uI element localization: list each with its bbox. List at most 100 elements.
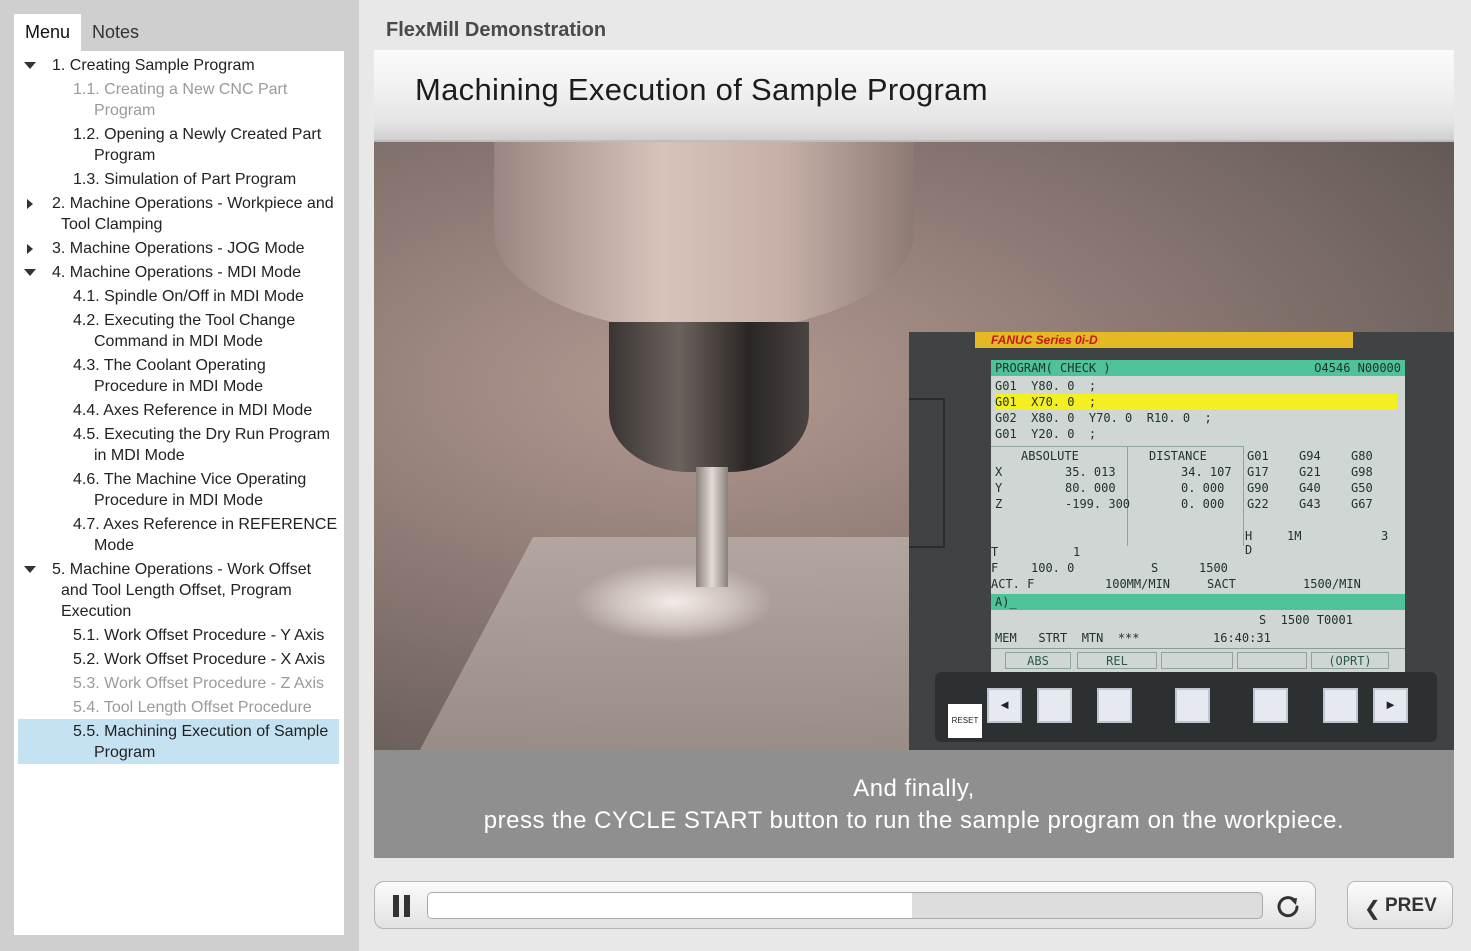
cnc-position-divider: [1127, 446, 1128, 546]
pause-icon-bar-left: [393, 895, 399, 917]
menu-item-label: 1.2. Opening a Newly Created Part Progra…: [73, 126, 322, 164]
menu-item[interactable]: 4.4. Axes Reference in MDI Mode: [14, 398, 344, 422]
slide: Machining Execution of Sample Program FA…: [374, 50, 1454, 858]
cnc-program-line: G02 X80. 0 Y70. 0 R10. 0 ;: [995, 411, 1212, 425]
chevron-left-icon: ❮: [1364, 898, 1381, 920]
cnc-d-label: D: [1245, 543, 1253, 557]
cnc-h-label: H: [1245, 529, 1253, 543]
sidebar: Menu Notes 1. Creating Sample Program 1.1…: [0, 0, 359, 951]
cnc-brand-label: FANUC Series 0i-D: [975, 332, 1353, 348]
tab-notes[interactable]: Notes: [92, 22, 140, 42]
softkey-right-arrow[interactable]: ►: [1373, 688, 1408, 723]
menu-item[interactable]: 4.2. Executing the Tool Change Command i…: [14, 308, 344, 353]
cnc-softkey-label: [1161, 652, 1233, 669]
cnc-gcode: G21: [1299, 465, 1321, 479]
end-mill-tool: [696, 467, 728, 587]
menu-item[interactable]: 4. Machine Operations - MDI Mode: [14, 260, 344, 284]
replay-icon[interactable]: [1275, 893, 1301, 919]
cnc-dist-value: 0. 000: [1181, 497, 1225, 511]
cnc-position-box: [991, 446, 1244, 546]
cnc-gcode: G22: [1247, 497, 1269, 511]
softkey-1[interactable]: [1037, 688, 1072, 723]
menu-item-label: 5.2. Work Offset Procedure - X Axis: [73, 651, 325, 668]
sidebar-tabs: Menu Notes: [14, 14, 150, 51]
pause-button[interactable]: [391, 895, 413, 917]
cnc-abs-value: 35. 013: [1065, 465, 1116, 479]
menu-item[interactable]: 4.5. Executing the Dry Run Program in MD…: [14, 422, 344, 467]
prev-button[interactable]: ❮ PREV: [1347, 881, 1453, 929]
menu-item-label: 1.1. Creating a New CNC Part Program: [73, 81, 288, 119]
cnc-softkey-label: (OPRT): [1311, 652, 1389, 669]
cnc-gcode: G40: [1299, 481, 1321, 495]
softkey-5[interactable]: [1323, 688, 1358, 723]
main-area: FlexMill Demonstration Machining Executi…: [359, 0, 1471, 951]
menu-item[interactable]: 5.1. Work Offset Procedure - Y Axis: [14, 623, 344, 647]
menu-item[interactable]: 1.1. Creating a New CNC Part Program: [14, 77, 344, 122]
cnc-abs-value: 80. 000: [1065, 481, 1116, 495]
menu-item[interactable]: 5.5. Machining Execution of Sample Progr…: [18, 719, 339, 764]
softkey-left-arrow[interactable]: ◄: [987, 688, 1022, 723]
cnc-actf-label: ACT. F: [991, 577, 1035, 591]
menu-item[interactable]: 3. Machine Operations - JOG Mode: [14, 236, 344, 260]
cnc-bezel: [909, 398, 945, 548]
menu-item[interactable]: 5.4. Tool Length Offset Procedure: [14, 695, 344, 719]
caret-right-icon[interactable]: [27, 244, 33, 254]
cnc-gcode: G17: [1247, 465, 1269, 479]
caret-down-icon[interactable]: [24, 566, 36, 573]
tool-holder: [609, 322, 809, 472]
pause-icon-bar-right: [404, 895, 410, 917]
softkey-4[interactable]: [1253, 688, 1288, 723]
menu-item-label: 1. Creating Sample Program: [52, 57, 255, 74]
cnc-actf-value: 100MM/MIN: [1105, 577, 1171, 591]
caret-right-icon[interactable]: [27, 199, 33, 209]
cnc-header-right: O4546 N00000: [1314, 361, 1401, 375]
cnc-f-value: 100. 0: [1031, 561, 1075, 575]
menu-item[interactable]: 4.1. Spindle On/Off in MDI Mode: [14, 284, 344, 308]
menu-item-label: 5.5. Machining Execution of Sample Progr…: [73, 723, 329, 761]
cnc-h-right: 3: [1381, 529, 1389, 543]
cnc-dist-value: 0. 000: [1181, 481, 1225, 495]
reset-key[interactable]: RESET: [948, 704, 982, 738]
tab-menu[interactable]: Menu: [14, 14, 82, 51]
slide-caption: And finally, press the CYCLE START butto…: [374, 750, 1454, 858]
cnc-dist-value: 34. 107: [1181, 465, 1232, 479]
menu-item[interactable]: 1.2. Opening a Newly Created Part Progra…: [14, 122, 344, 167]
menu-item[interactable]: 5.3. Work Offset Procedure - Z Axis: [14, 671, 344, 695]
caret-down-icon[interactable]: [24, 62, 36, 69]
cnc-absolute-label: ABSOLUTE: [1021, 449, 1079, 463]
menu-item[interactable]: 4.7. Axes Reference in REFERENCE Mode: [14, 512, 344, 557]
cnc-softkey-label: REL: [1077, 652, 1157, 669]
caret-down-icon[interactable]: [24, 269, 36, 276]
cnc-sact-value: 1500/MIN: [1303, 577, 1361, 591]
menu-item[interactable]: 1. Creating Sample Program: [14, 53, 344, 77]
menu-item[interactable]: 5.2. Work Offset Procedure - X Axis: [14, 647, 344, 671]
menu-item[interactable]: 5. Machine Operations - Work Offset and …: [14, 557, 344, 623]
cnc-t-label: T: [991, 545, 999, 559]
menu-item[interactable]: 4.3. The Coolant Operating Procedure in …: [14, 353, 344, 398]
cnc-keypad: RESET ◄ ►: [935, 672, 1437, 742]
menu-item[interactable]: 4.6. The Machine Vice Operating Procedur…: [14, 467, 344, 512]
softkey-2[interactable]: [1097, 688, 1132, 723]
cnc-sact-label: SACT: [1207, 577, 1236, 591]
cnc-gcode: G94: [1299, 449, 1321, 463]
progress-slider[interactable]: [427, 892, 1263, 919]
softkey-3[interactable]: [1175, 688, 1210, 723]
menu-item-label: 4.1. Spindle On/Off in MDI Mode: [73, 288, 304, 305]
cnc-gcode: G50: [1351, 481, 1373, 495]
cnc-input-bar: A)_: [991, 594, 1405, 610]
cnc-gcode: G01: [1247, 449, 1269, 463]
menu-item[interactable]: 1.3. Simulation of Part Program: [14, 167, 344, 191]
menu-item-label: 4.4. Axes Reference in MDI Mode: [73, 402, 313, 419]
menu-item-label: 4.2. Executing the Tool Change Command i…: [73, 312, 296, 350]
menu-item-label: 4.5. Executing the Dry Run Program in MD…: [73, 426, 331, 464]
menu-item-label: 5.3. Work Offset Procedure - Z Axis: [73, 675, 325, 692]
menu-item-label: 4.6. The Machine Vice Operating Procedur…: [73, 471, 307, 509]
cnc-abs-value: -199. 300: [1065, 497, 1131, 511]
cnc-gcode: G90: [1247, 481, 1269, 495]
cnc-header-left: PROGRAM( CHECK ): [995, 361, 1111, 375]
slide-title: Machining Execution of Sample Program: [415, 72, 988, 107]
caption-line-2: press the CYCLE START button to run the …: [483, 807, 1345, 834]
cnc-s-label: S: [1151, 561, 1159, 575]
menu-item-label: 4. Machine Operations - MDI Mode: [52, 264, 301, 281]
menu-item[interactable]: 2. Machine Operations - Workpiece and To…: [14, 191, 344, 236]
